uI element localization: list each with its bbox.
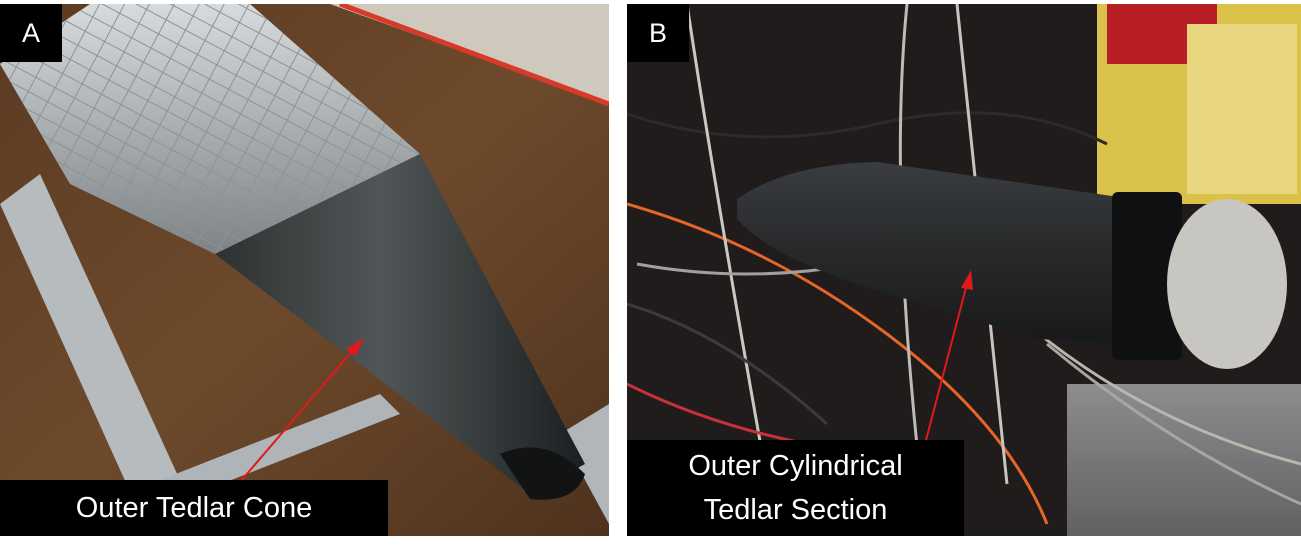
photo-a-illustration — [0, 4, 609, 536]
panel-b-caption: Outer Cylindrical Tedlar Section — [627, 440, 964, 536]
panel-a-caption: Outer Tedlar Cone — [0, 480, 388, 536]
panel-b-caption-line-1: Outer Cylindrical — [688, 450, 903, 482]
photo-panel-a: A Outer Tedlar Cone — [0, 4, 609, 536]
panel-b-letter: B — [627, 4, 689, 62]
panel-b-caption-line-2: Tedlar Section — [703, 494, 888, 526]
photo-panel-b: B Outer Cylindrical Tedlar Section — [627, 4, 1301, 536]
panel-a-letter: A — [0, 4, 62, 62]
